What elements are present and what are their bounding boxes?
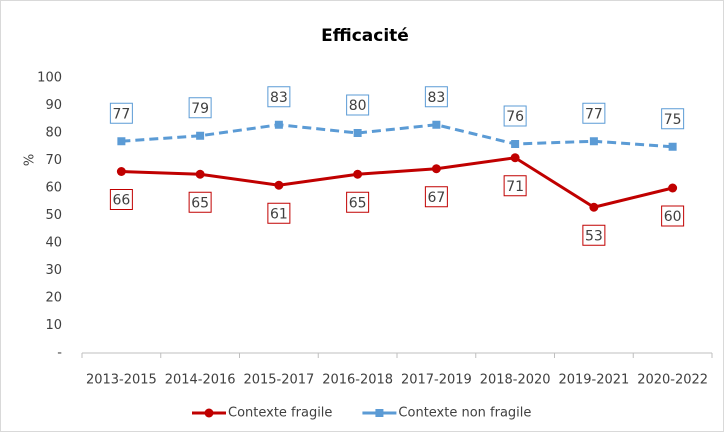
point bbox=[668, 183, 678, 193]
point bbox=[431, 164, 441, 174]
data-label: 66 bbox=[112, 193, 130, 209]
data-label-box bbox=[582, 224, 606, 246]
data-label-box bbox=[424, 86, 448, 108]
point bbox=[274, 180, 284, 190]
data-label: 80 bbox=[349, 98, 367, 114]
y-tick-label: - bbox=[57, 346, 62, 361]
point bbox=[117, 137, 126, 146]
data-label: 65 bbox=[349, 195, 367, 211]
y-tick-label: 80 bbox=[45, 126, 62, 141]
data-label: 83 bbox=[427, 90, 445, 106]
data-label: 60 bbox=[664, 209, 682, 225]
x-tick-label: 2013-2015 bbox=[86, 373, 157, 388]
data-label-box bbox=[188, 191, 212, 213]
data-label-box bbox=[267, 86, 291, 108]
point bbox=[196, 131, 205, 140]
point bbox=[589, 202, 599, 212]
chart-title: Efficacité bbox=[321, 26, 409, 46]
data-label-box bbox=[661, 205, 685, 227]
point bbox=[589, 137, 598, 146]
point bbox=[353, 129, 362, 137]
y-tick-label: 10 bbox=[45, 318, 62, 333]
data-label-box bbox=[267, 202, 291, 224]
data-label: 76 bbox=[506, 109, 524, 125]
series-line bbox=[121, 123, 673, 149]
legend-label: Contexte fragile bbox=[228, 406, 332, 421]
data-label: 71 bbox=[506, 179, 524, 195]
y-tick-label: 20 bbox=[45, 291, 62, 306]
y-tick-label: 100 bbox=[37, 71, 62, 86]
y-tick-label: 70 bbox=[45, 153, 62, 168]
point bbox=[668, 142, 677, 151]
data-label: 77 bbox=[112, 106, 130, 122]
point bbox=[375, 409, 384, 417]
y-tick-label: 30 bbox=[45, 263, 62, 278]
data-label-box bbox=[503, 175, 527, 197]
y-tick-label: 40 bbox=[45, 236, 62, 251]
point bbox=[274, 120, 283, 129]
point bbox=[432, 120, 441, 129]
data-label-box bbox=[346, 191, 370, 213]
x-tick-label: 2017-2019 bbox=[401, 373, 472, 388]
y-tick-label: 50 bbox=[45, 208, 62, 223]
point bbox=[195, 169, 205, 179]
data-label-box bbox=[503, 105, 527, 127]
data-label-box bbox=[109, 189, 133, 210]
data-label-box bbox=[109, 102, 133, 124]
point bbox=[204, 408, 214, 418]
point bbox=[510, 153, 520, 163]
x-tick-label: 2020-2022 bbox=[637, 373, 708, 388]
legend-label: Contexte non fragile bbox=[398, 406, 531, 421]
data-label: 65 bbox=[191, 195, 209, 211]
data-label-box bbox=[346, 94, 370, 116]
y-tick-label: 60 bbox=[45, 181, 62, 196]
y-tick-label: 90 bbox=[45, 98, 62, 113]
x-tick-label: 2019-2021 bbox=[558, 373, 629, 388]
data-label-box bbox=[424, 186, 448, 208]
y-axis-label: % bbox=[23, 154, 38, 166]
data-label: 79 bbox=[191, 101, 209, 117]
x-tick-label: 2018-2020 bbox=[480, 373, 551, 388]
data-label: 83 bbox=[270, 90, 288, 106]
data-label: 77 bbox=[585, 106, 603, 122]
series-line bbox=[121, 156, 673, 209]
x-tick-label: 2016-2018 bbox=[322, 373, 393, 388]
data-label: 61 bbox=[270, 206, 288, 222]
point bbox=[116, 167, 126, 176]
data-label: 75 bbox=[664, 112, 682, 128]
data-label-box bbox=[582, 102, 606, 124]
point bbox=[353, 169, 363, 179]
data-label: 53 bbox=[585, 228, 603, 244]
x-tick-label: 2014-2016 bbox=[165, 373, 236, 388]
data-label-box bbox=[188, 97, 212, 119]
x-tick-label: 2015-2017 bbox=[243, 373, 314, 388]
point bbox=[511, 140, 520, 148]
data-label-box bbox=[661, 108, 685, 130]
data-label: 67 bbox=[427, 190, 445, 206]
